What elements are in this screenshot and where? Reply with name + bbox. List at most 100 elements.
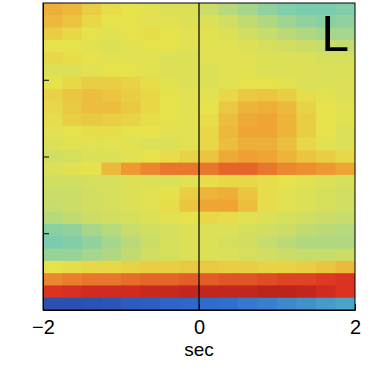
heat-cell bbox=[297, 15, 317, 28]
heat-cell bbox=[258, 175, 278, 188]
heat-cell bbox=[121, 150, 141, 163]
heat-cell bbox=[180, 126, 200, 139]
heat-cell bbox=[316, 273, 336, 286]
heat-cell bbox=[258, 64, 278, 77]
heat-cell bbox=[82, 249, 102, 262]
heat-cell bbox=[258, 199, 278, 212]
heat-cell bbox=[121, 175, 141, 188]
heat-cell bbox=[297, 89, 317, 102]
heat-cell bbox=[63, 40, 83, 53]
heat-cell bbox=[316, 285, 336, 298]
heat-cell bbox=[82, 89, 102, 102]
heat-cell bbox=[219, 52, 239, 65]
heat-cell bbox=[199, 89, 219, 102]
heat-cell bbox=[238, 298, 258, 310]
heat-cell bbox=[141, 64, 161, 77]
heat-cell bbox=[336, 101, 356, 114]
reference-line bbox=[198, 3, 199, 310]
heat-cell bbox=[297, 28, 317, 41]
heat-cell bbox=[63, 64, 83, 77]
heat-cell bbox=[121, 285, 141, 298]
heat-cell bbox=[43, 249, 63, 262]
heat-cell bbox=[199, 298, 219, 310]
heat-cell bbox=[102, 212, 122, 225]
y-tick-mark bbox=[43, 80, 49, 81]
heat-cell bbox=[160, 175, 180, 188]
heat-cell bbox=[180, 224, 200, 237]
heat-cell bbox=[199, 101, 219, 114]
heat-cell bbox=[82, 163, 102, 176]
heat-cell bbox=[199, 138, 219, 151]
heat-cell bbox=[316, 212, 336, 225]
heat-cell bbox=[121, 89, 141, 102]
heat-cell bbox=[180, 138, 200, 151]
heat-cell bbox=[199, 163, 219, 176]
heat-cell bbox=[238, 175, 258, 188]
heat-cell bbox=[336, 273, 356, 286]
heat-cell bbox=[82, 40, 102, 53]
heat-cell bbox=[160, 64, 180, 77]
heat-cell bbox=[180, 77, 200, 90]
y-axis bbox=[43, 4, 49, 311]
heat-cell bbox=[199, 28, 219, 41]
heat-cell bbox=[180, 298, 200, 310]
heat-cell bbox=[277, 236, 297, 249]
heat-cell bbox=[258, 138, 278, 151]
heat-cell bbox=[277, 298, 297, 310]
heat-cell bbox=[297, 224, 317, 237]
heat-cell bbox=[82, 285, 102, 298]
plot-area bbox=[43, 3, 355, 310]
heat-cell bbox=[277, 150, 297, 163]
heat-cell bbox=[258, 236, 278, 249]
heat-cell bbox=[316, 163, 336, 176]
y-tick-mark bbox=[43, 233, 49, 234]
heat-cell bbox=[102, 150, 122, 163]
heat-cell bbox=[277, 114, 297, 127]
heat-cell bbox=[43, 150, 63, 163]
heat-cell bbox=[141, 126, 161, 139]
heat-cell bbox=[180, 15, 200, 28]
heat-cell bbox=[336, 285, 356, 298]
heat-cell bbox=[121, 101, 141, 114]
heat-cell bbox=[297, 298, 317, 310]
heat-cell bbox=[258, 89, 278, 102]
heat-cell bbox=[63, 298, 83, 310]
heat-cell bbox=[336, 126, 356, 139]
heat-cell bbox=[258, 163, 278, 176]
heat-cell bbox=[258, 126, 278, 139]
heat-cell bbox=[102, 138, 122, 151]
heat-cell bbox=[336, 187, 356, 200]
heat-cell bbox=[180, 187, 200, 200]
heat-cell bbox=[297, 114, 317, 127]
heat-cell bbox=[336, 77, 356, 90]
heat-cell bbox=[238, 77, 258, 90]
heat-cell bbox=[63, 249, 83, 262]
heat-cell bbox=[141, 28, 161, 41]
heat-cell bbox=[238, 126, 258, 139]
heat-cell bbox=[336, 64, 356, 77]
heat-cell bbox=[141, 298, 161, 310]
heat-cell bbox=[277, 52, 297, 65]
heat-cell bbox=[297, 64, 317, 77]
heat-cell bbox=[316, 138, 336, 151]
heat-cell bbox=[63, 261, 83, 274]
heat-cell bbox=[43, 101, 63, 114]
heat-cell bbox=[336, 199, 356, 212]
heat-cell bbox=[82, 175, 102, 188]
heat-cell bbox=[121, 28, 141, 41]
heat-cell bbox=[297, 40, 317, 53]
heat-cell bbox=[316, 199, 336, 212]
heat-cell bbox=[121, 77, 141, 90]
heat-cell bbox=[199, 114, 219, 127]
heat-cell bbox=[336, 138, 356, 151]
heat-cell bbox=[219, 114, 239, 127]
heat-cell bbox=[277, 212, 297, 225]
heat-cell bbox=[238, 101, 258, 114]
heat-cell bbox=[43, 236, 63, 249]
heat-cell bbox=[102, 199, 122, 212]
heat-cell bbox=[43, 15, 63, 28]
heat-cell bbox=[199, 150, 219, 163]
heat-cell bbox=[180, 236, 200, 249]
heat-cell bbox=[63, 285, 83, 298]
heat-cell bbox=[238, 163, 258, 176]
